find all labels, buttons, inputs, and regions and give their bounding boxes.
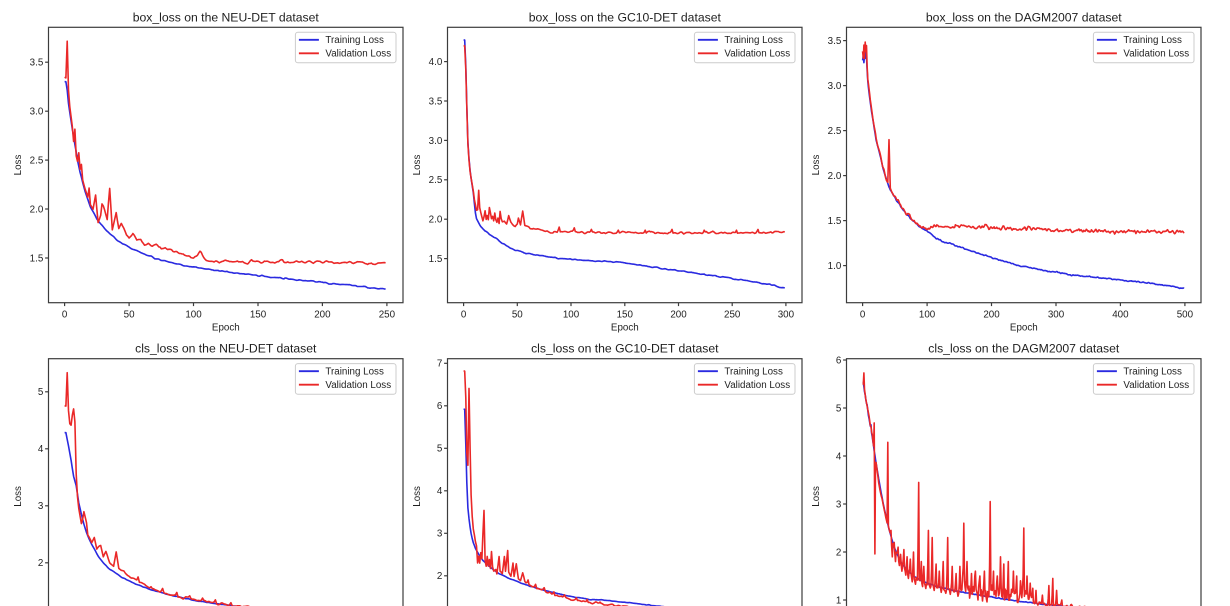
svg-text:150: 150 [617, 310, 634, 321]
svg-text:2.5: 2.5 [429, 175, 443, 186]
svg-text:cls_loss on the DAGM2007 datas: cls_loss on the DAGM2007 dataset [928, 342, 1120, 356]
svg-text:Training Loss: Training Loss [1123, 35, 1182, 46]
svg-text:box_loss on the GC10-DET datas: box_loss on the GC10-DET dataset [529, 10, 722, 24]
svg-text:4.0: 4.0 [429, 57, 443, 68]
svg-text:Validation Loss: Validation Loss [325, 49, 391, 60]
svg-text:3.5: 3.5 [30, 58, 44, 69]
svg-text:50: 50 [124, 310, 135, 321]
svg-text:100: 100 [185, 310, 202, 321]
svg-text:4: 4 [38, 444, 44, 455]
svg-text:2.5: 2.5 [828, 126, 842, 137]
svg-text:Loss: Loss [13, 155, 24, 176]
svg-text:Loss: Loss [13, 486, 24, 507]
svg-text:250: 250 [724, 310, 741, 321]
svg-text:3.0: 3.0 [30, 107, 44, 118]
svg-text:Validation Loss: Validation Loss [325, 380, 391, 391]
svg-text:50: 50 [512, 310, 523, 321]
svg-text:200: 200 [314, 310, 331, 321]
svg-text:0: 0 [62, 310, 68, 321]
svg-text:250: 250 [379, 310, 396, 321]
svg-text:1: 1 [836, 595, 841, 606]
svg-text:2: 2 [437, 571, 442, 582]
svg-text:3.5: 3.5 [828, 36, 842, 47]
svg-text:Training Loss: Training Loss [724, 35, 783, 46]
svg-text:Loss: Loss [412, 486, 423, 507]
svg-text:2.0: 2.0 [828, 171, 842, 182]
svg-text:cls_loss on the GC10-DET datas: cls_loss on the GC10-DET dataset [531, 342, 719, 356]
svg-text:Validation Loss: Validation Loss [724, 380, 790, 391]
svg-text:Epoch: Epoch [212, 323, 240, 334]
svg-text:6: 6 [437, 401, 443, 412]
svg-text:500: 500 [1177, 310, 1194, 321]
svg-text:0: 0 [860, 310, 866, 321]
svg-text:3: 3 [38, 501, 44, 512]
svg-text:Validation Loss: Validation Loss [1123, 49, 1189, 60]
svg-text:1.5: 1.5 [30, 253, 44, 264]
svg-text:Loss: Loss [811, 486, 822, 507]
svg-text:2: 2 [38, 558, 43, 569]
svg-text:Training Loss: Training Loss [325, 367, 384, 378]
svg-text:400: 400 [1112, 310, 1129, 321]
svg-text:Loss: Loss [412, 155, 423, 176]
svg-text:3: 3 [437, 529, 443, 540]
svg-text:Validation Loss: Validation Loss [724, 49, 790, 60]
svg-text:2.0: 2.0 [429, 215, 443, 226]
svg-text:3.0: 3.0 [828, 81, 842, 92]
svg-text:7: 7 [437, 359, 442, 370]
svg-text:Validation Loss: Validation Loss [1123, 380, 1189, 391]
svg-text:1.0: 1.0 [828, 261, 842, 272]
svg-text:5: 5 [836, 403, 842, 414]
svg-text:100: 100 [919, 310, 936, 321]
svg-text:2.0: 2.0 [30, 204, 44, 215]
svg-text:Training Loss: Training Loss [325, 35, 384, 46]
svg-text:3.5: 3.5 [429, 96, 443, 107]
svg-text:3.0: 3.0 [429, 136, 443, 147]
svg-text:cls_loss on the NEU-DET datase: cls_loss on the NEU-DET dataset [135, 342, 317, 356]
svg-text:0: 0 [461, 310, 467, 321]
svg-text:Epoch: Epoch [611, 323, 639, 334]
svg-text:2: 2 [836, 547, 841, 558]
svg-text:box_loss on the NEU-DET datase: box_loss on the NEU-DET dataset [133, 10, 320, 24]
svg-text:5: 5 [38, 387, 44, 398]
svg-text:150: 150 [250, 310, 267, 321]
svg-text:box_loss on the DAGM2007 datas: box_loss on the DAGM2007 dataset [926, 10, 1122, 24]
svg-text:4: 4 [437, 486, 443, 497]
svg-text:Loss: Loss [811, 155, 822, 176]
svg-text:1.5: 1.5 [429, 254, 443, 265]
svg-text:2.5: 2.5 [30, 156, 44, 167]
svg-text:1.5: 1.5 [828, 216, 842, 227]
svg-text:100: 100 [563, 310, 580, 321]
svg-text:300: 300 [1048, 310, 1065, 321]
svg-text:Training Loss: Training Loss [1123, 367, 1182, 378]
svg-text:6: 6 [836, 355, 842, 366]
svg-text:Training Loss: Training Loss [724, 367, 783, 378]
svg-text:200: 200 [983, 310, 1000, 321]
svg-text:5: 5 [437, 444, 443, 455]
svg-text:300: 300 [778, 310, 795, 321]
svg-text:4: 4 [836, 451, 842, 462]
svg-text:3: 3 [836, 499, 842, 510]
svg-text:200: 200 [670, 310, 687, 321]
svg-text:Epoch: Epoch [1010, 323, 1038, 334]
